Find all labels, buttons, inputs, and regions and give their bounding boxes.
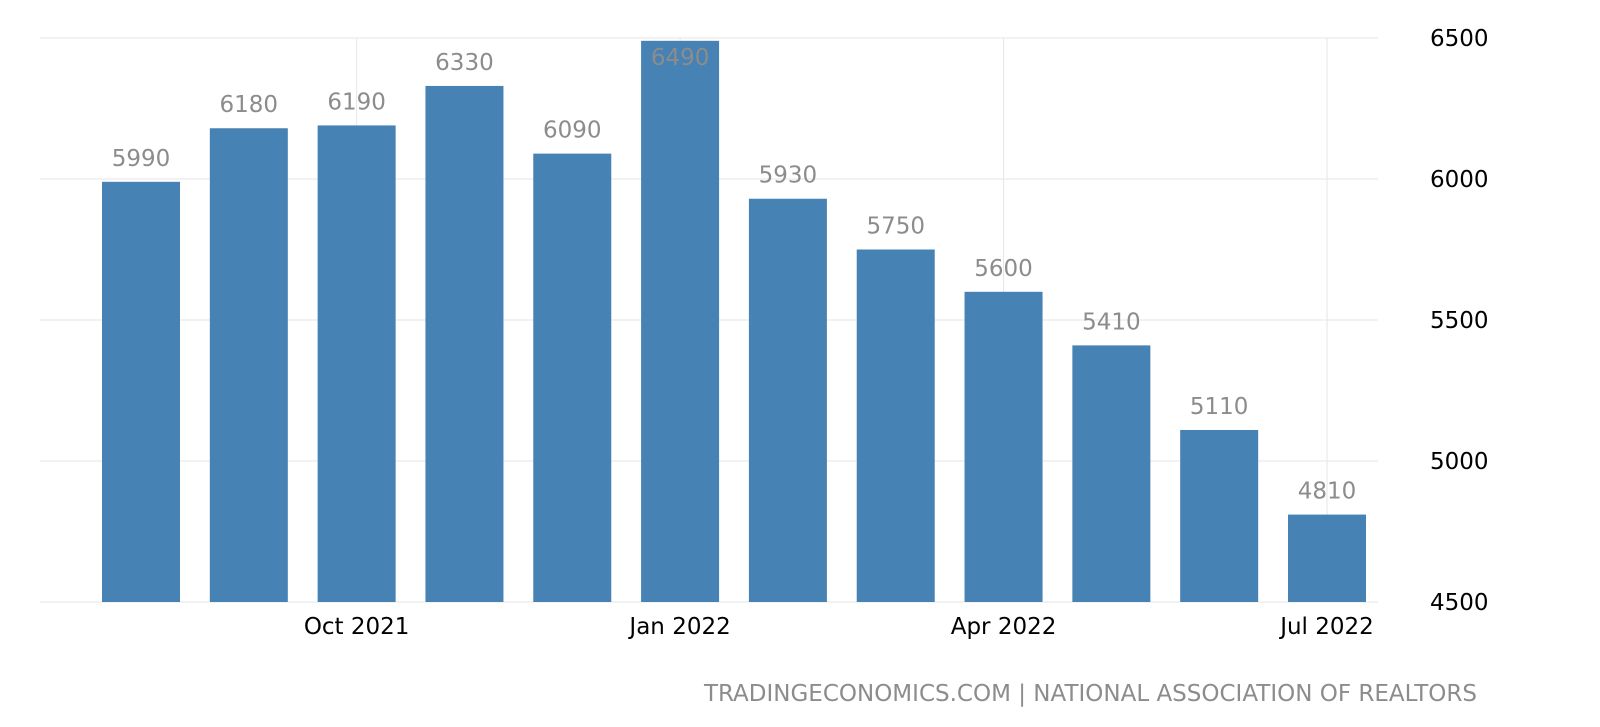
bar (1180, 429, 1259, 602)
bar (209, 128, 288, 603)
x-tick-label: Oct 2021 (304, 614, 410, 640)
data-labels: 5990 6180 6190 6330 6090 6490 5930 5750 5600 5410… (112, 45, 1357, 505)
y-axis: 4500 5000 5500 6000 6500 (1430, 26, 1489, 616)
y-tick-label: 4500 (1430, 590, 1489, 616)
bar (317, 125, 396, 603)
data-label: 6180 (220, 92, 279, 118)
x-tick-label: Jul 2022 (1278, 614, 1374, 640)
data-label: 5110 (1190, 394, 1249, 420)
data-label: 5990 (112, 146, 171, 172)
y-tick-label: 6000 (1430, 167, 1489, 193)
y-tick-label: 5500 (1430, 308, 1489, 334)
source-attribution: TRADINGECONOMICS.COM | NATIONAL ASSOCIAT… (703, 681, 1477, 707)
bars (102, 40, 1366, 603)
data-label: 4810 (1298, 479, 1357, 505)
y-tick-label: 6500 (1430, 26, 1489, 52)
bar (641, 40, 720, 602)
x-tick-label: Jan 2022 (627, 614, 730, 640)
bar (1072, 345, 1151, 602)
y-tick-label: 5000 (1430, 449, 1489, 475)
bar (748, 198, 827, 603)
bar (533, 153, 612, 602)
data-label: 5600 (974, 256, 1033, 282)
data-label: 6330 (435, 50, 494, 76)
bar (964, 291, 1043, 602)
data-label: 5410 (1082, 309, 1141, 335)
data-label: 5930 (759, 163, 818, 189)
bar (856, 249, 935, 602)
bar (425, 85, 504, 602)
bar (1288, 514, 1366, 602)
bar (102, 181, 180, 602)
data-label: 6190 (327, 89, 386, 115)
x-tick-label: Apr 2022 (951, 614, 1057, 640)
data-label: 6490 (651, 45, 710, 71)
x-axis: Oct 2021 Jan 2022 Apr 2022 Jul 2022 (304, 614, 1374, 640)
data-label: 5750 (866, 214, 925, 240)
data-label: 6090 (543, 118, 602, 144)
